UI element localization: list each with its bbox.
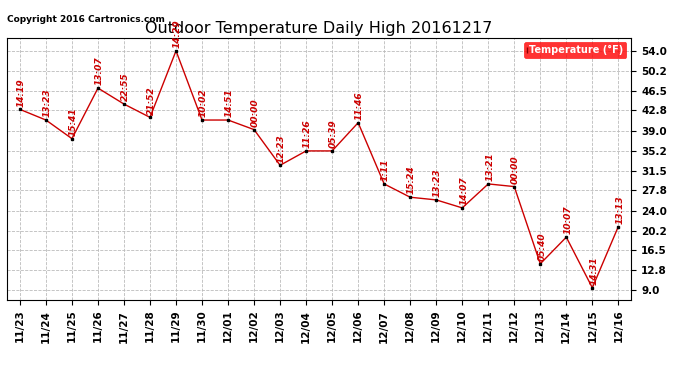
Text: 13:23: 13:23 [433, 168, 442, 197]
Text: 05:39: 05:39 [329, 120, 338, 148]
Text: 15:41: 15:41 [69, 107, 78, 136]
Text: 14:29: 14:29 [173, 20, 182, 48]
Text: 10:02: 10:02 [199, 88, 208, 117]
Text: 14:31: 14:31 [589, 256, 598, 285]
Legend: Temperature (°F): Temperature (°F) [524, 42, 627, 58]
Text: 13:07: 13:07 [95, 57, 104, 85]
Text: Copyright 2016 Cartronics.com: Copyright 2016 Cartronics.com [7, 15, 165, 24]
Title: Outdoor Temperature Daily High 20161217: Outdoor Temperature Daily High 20161217 [146, 21, 493, 36]
Text: 14:07: 14:07 [459, 177, 468, 205]
Text: 1:11: 1:11 [381, 159, 390, 181]
Text: 13:21: 13:21 [485, 153, 494, 181]
Text: 22:55: 22:55 [121, 73, 130, 101]
Text: 10:07: 10:07 [563, 206, 572, 234]
Text: 21:52: 21:52 [147, 86, 156, 115]
Text: 00:00: 00:00 [251, 98, 260, 127]
Text: 05:40: 05:40 [538, 232, 546, 261]
Text: 11:26: 11:26 [303, 120, 312, 148]
Text: 11:46: 11:46 [355, 91, 364, 120]
Text: 14:51: 14:51 [225, 88, 234, 117]
Text: 15:24: 15:24 [407, 166, 416, 195]
Text: 14:19: 14:19 [17, 78, 26, 106]
Text: 12:23: 12:23 [277, 134, 286, 162]
Text: 00:00: 00:00 [511, 155, 520, 184]
Text: 13:23: 13:23 [43, 88, 52, 117]
Text: 13:13: 13:13 [615, 195, 624, 224]
